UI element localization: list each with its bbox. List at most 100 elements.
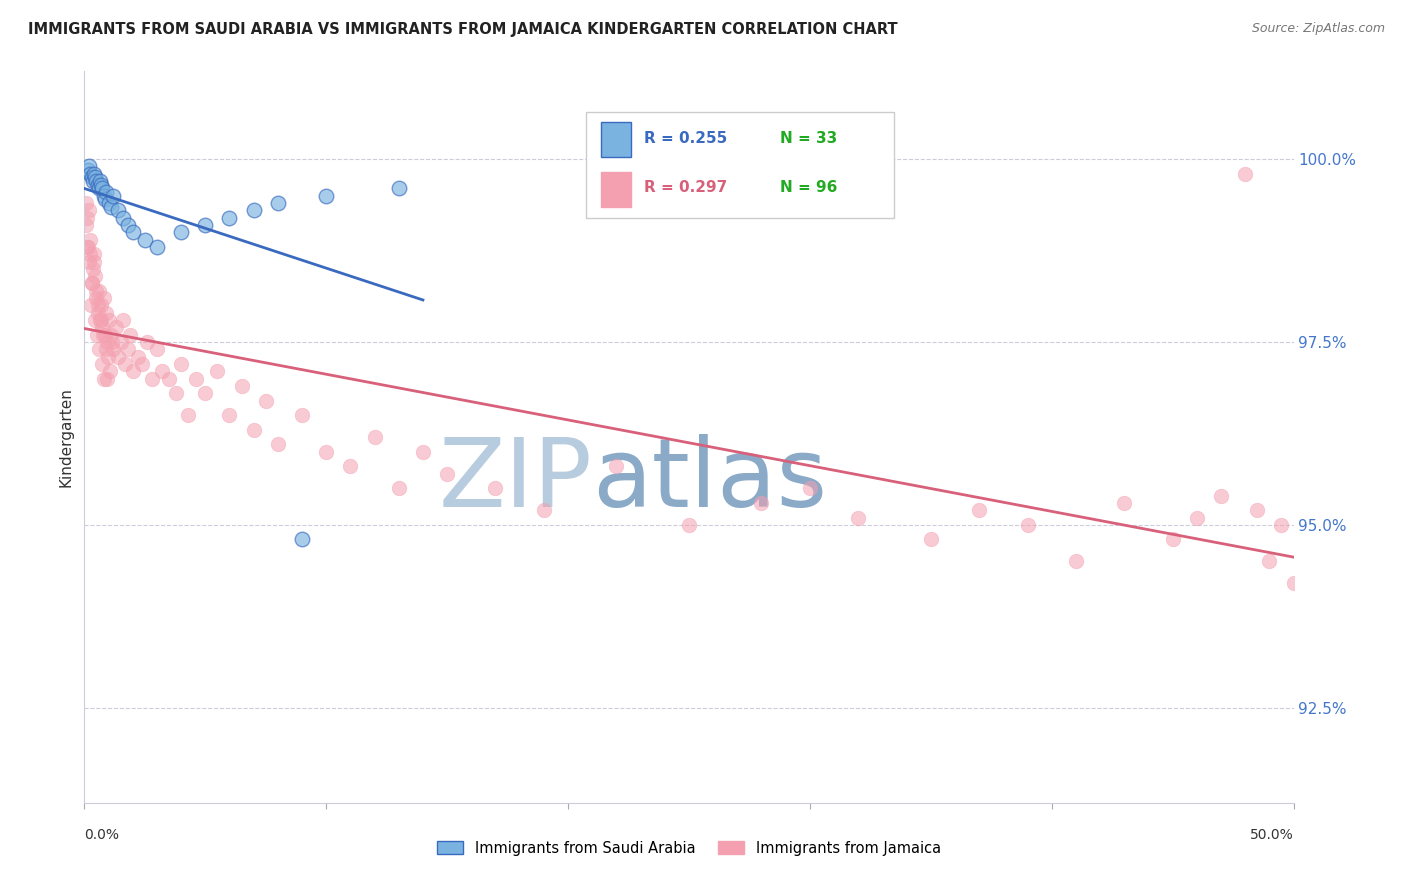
Point (1017, 517, 1039, 532)
Point (136, 334, 159, 349)
Point (86, 178, 108, 192)
Legend: Immigrants from Saudi Arabia, Immigrants from Jamaica: Immigrants from Saudi Arabia, Immigrants… (432, 835, 946, 862)
Point (83, 313, 105, 327)
Point (1114, 496, 1136, 510)
Point (242, 423, 264, 437)
Point (1258, 554, 1281, 568)
Point (93, 371, 115, 385)
Point (242, 203, 264, 218)
Point (117, 218, 139, 232)
Point (91, 181, 114, 195)
Point (146, 343, 169, 357)
Point (134, 233, 156, 247)
Point (94, 343, 117, 357)
Point (207, 364, 229, 378)
Point (82, 174, 104, 188)
Point (114, 357, 136, 371)
Point (100, 200, 122, 214)
Point (103, 188, 125, 202)
Point (82, 277, 104, 291)
Point (127, 350, 149, 364)
Point (91, 327, 114, 342)
Point (79, 247, 101, 261)
Point (315, 444, 337, 458)
Point (84, 269, 107, 284)
Point (86, 306, 108, 320)
Point (93, 188, 115, 202)
Point (112, 211, 135, 225)
Point (170, 357, 193, 371)
Point (315, 188, 337, 202)
Text: R = 0.255: R = 0.255 (644, 130, 727, 145)
Point (77, 240, 100, 254)
Point (120, 327, 142, 342)
Point (84, 284, 107, 298)
Point (117, 343, 139, 357)
Point (83, 167, 105, 181)
Point (484, 481, 506, 495)
Point (90, 313, 112, 327)
Point (339, 459, 361, 474)
Point (76, 240, 98, 254)
Point (80, 170, 103, 185)
FancyBboxPatch shape (600, 172, 631, 207)
Point (93, 291, 115, 305)
Point (83, 254, 105, 268)
Point (388, 181, 411, 195)
Point (194, 386, 217, 401)
Point (77, 203, 100, 218)
Point (87, 284, 110, 298)
Point (75, 196, 97, 211)
Point (89, 174, 111, 188)
Point (100, 327, 122, 342)
Point (177, 408, 200, 422)
Point (967, 503, 990, 517)
Point (75, 218, 97, 232)
Point (76, 211, 98, 225)
Point (533, 503, 555, 517)
Point (267, 437, 290, 451)
Point (121, 364, 143, 378)
Text: N = 96: N = 96 (780, 180, 837, 195)
Point (218, 408, 240, 422)
Point (267, 196, 290, 211)
Text: 0.0%: 0.0% (84, 829, 120, 842)
Point (1064, 554, 1087, 568)
Point (141, 371, 163, 385)
Point (254, 393, 277, 408)
Point (84, 170, 107, 185)
Point (94, 193, 117, 207)
Point (231, 379, 253, 393)
Point (678, 517, 700, 532)
Point (79, 233, 101, 247)
Text: R = 0.297: R = 0.297 (644, 180, 727, 195)
Text: N = 33: N = 33 (780, 130, 837, 145)
Point (157, 371, 180, 385)
Point (131, 357, 153, 371)
Point (94, 327, 117, 342)
Point (165, 386, 187, 401)
Y-axis label: Kindergarten: Kindergarten (58, 387, 73, 487)
Point (1234, 167, 1257, 181)
Point (104, 320, 127, 334)
Text: Source: ZipAtlas.com: Source: ZipAtlas.com (1251, 22, 1385, 36)
Point (388, 481, 411, 495)
Point (80, 298, 103, 312)
Point (101, 334, 124, 349)
Point (363, 430, 385, 444)
Point (96, 371, 118, 385)
FancyBboxPatch shape (600, 122, 631, 157)
Point (150, 364, 173, 378)
Point (112, 313, 135, 327)
Text: atlas: atlas (592, 434, 827, 527)
Point (89, 343, 111, 357)
Point (90, 357, 112, 371)
Point (107, 203, 129, 218)
Point (920, 533, 942, 547)
Point (86, 327, 108, 342)
Point (97, 313, 120, 327)
Point (91, 320, 114, 334)
Point (110, 334, 132, 349)
Point (146, 240, 169, 254)
Point (77, 160, 100, 174)
